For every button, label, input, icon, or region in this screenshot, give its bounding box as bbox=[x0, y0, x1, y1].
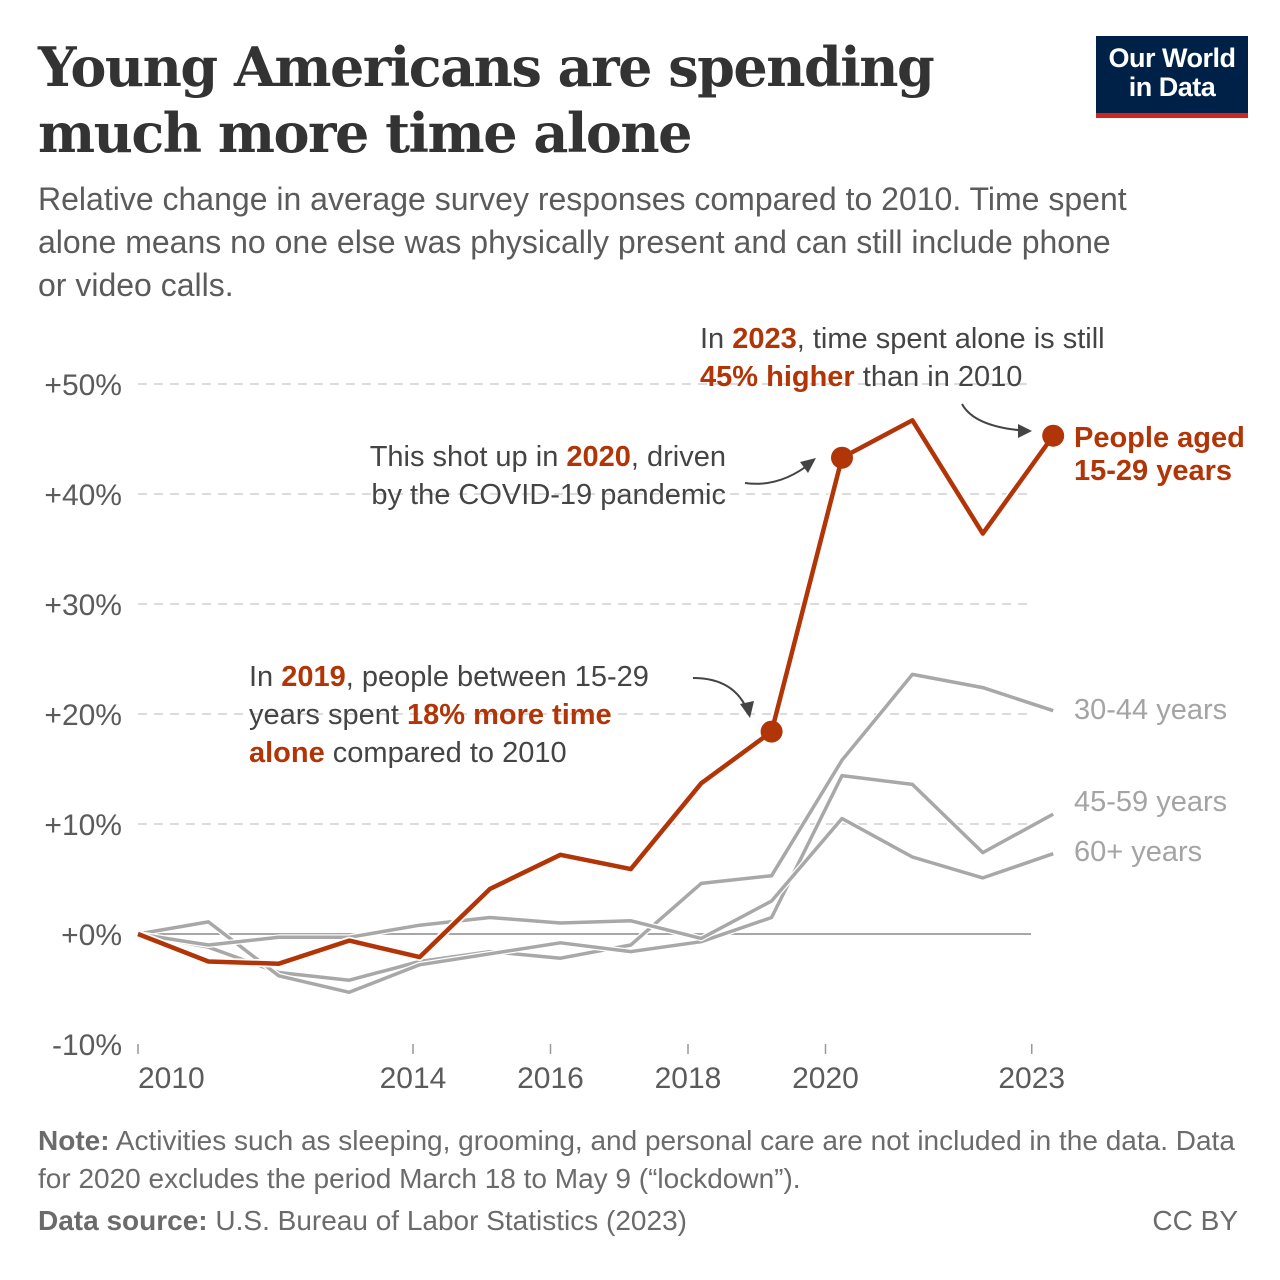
y-tick-label: +40% bbox=[44, 479, 122, 512]
chart-note: Note: Activities such as sleeping, groom… bbox=[38, 1125, 1235, 1194]
logo-line1: Our World bbox=[1108, 43, 1237, 73]
data-point-marker bbox=[760, 720, 783, 743]
arrowhead bbox=[1018, 424, 1032, 438]
series-line-45-59-years bbox=[137, 773, 1055, 995]
y-tick-label: -10% bbox=[52, 1029, 122, 1062]
annotation-2023: In 2023, time spent alone is still 45% h… bbox=[700, 323, 1105, 393]
logo-line2: in Data bbox=[1128, 72, 1216, 102]
y-tick-label: +30% bbox=[44, 589, 122, 622]
y-tick-label: +0% bbox=[61, 919, 122, 952]
arrow-2020 bbox=[744, 461, 813, 485]
x-tick-label: 2016 bbox=[517, 1062, 584, 1095]
chart-subtitle: Relative change in average survey respon… bbox=[38, 181, 1127, 303]
arrowhead bbox=[740, 701, 754, 718]
legend-15-29: People aged 15-29 years bbox=[1074, 422, 1245, 487]
annotation-2019: In 2019, people between 15-29 years spen… bbox=[249, 661, 649, 769]
legend-45-59: 45-59 years bbox=[1074, 786, 1228, 818]
series-line-30-44-years bbox=[137, 672, 1054, 982]
arrowhead bbox=[800, 458, 816, 473]
y-tick-label: +20% bbox=[44, 699, 122, 732]
x-tick-label: 2023 bbox=[998, 1062, 1065, 1095]
legend-60-plus: 60+ years bbox=[1074, 836, 1203, 868]
data-point-marker bbox=[831, 446, 853, 469]
license[interactable]: CC BY bbox=[1152, 1205, 1238, 1236]
data-source: Data source: U.S. Bureau of Labor Statis… bbox=[38, 1205, 687, 1236]
x-tick-label: 2014 bbox=[380, 1062, 447, 1095]
y-tick-label: +10% bbox=[44, 809, 122, 842]
series-halo bbox=[137, 815, 1055, 948]
x-tick-label: 2020 bbox=[792, 1062, 859, 1095]
data-point-marker bbox=[1042, 424, 1065, 447]
series-line-60-years bbox=[137, 816, 1054, 947]
annotation-2020: This shot up in 2020, driven by the COVI… bbox=[369, 441, 726, 511]
owid-logo[interactable]: Our World in Data bbox=[1096, 36, 1248, 118]
chart-title: Young Americans are spending much more t… bbox=[38, 35, 935, 165]
y-tick-label: +50% bbox=[44, 369, 122, 402]
series-line-people-aged-15-29-years bbox=[137, 418, 1056, 966]
x-tick-label: 2018 bbox=[655, 1062, 722, 1095]
legend-30-44: 30-44 years bbox=[1074, 694, 1228, 726]
x-tick-label: 2010 bbox=[138, 1062, 205, 1095]
arrow-2019 bbox=[692, 677, 749, 713]
